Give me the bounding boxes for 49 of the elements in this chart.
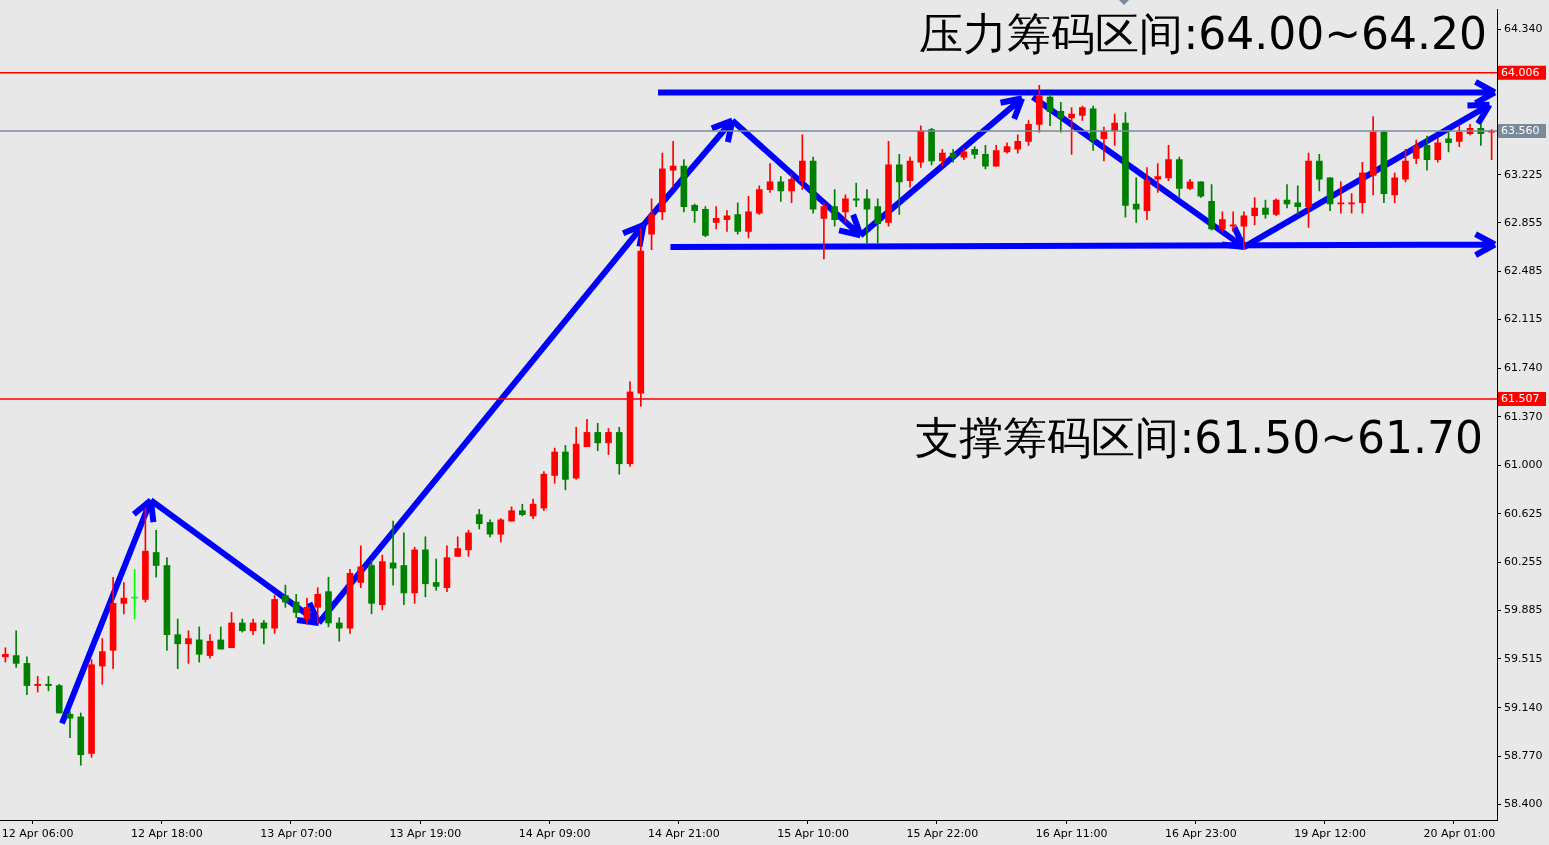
y-tick-label: 61.000 (1504, 457, 1543, 471)
candlestick (712, 206, 720, 230)
y-tick-label: 62.485 (1504, 264, 1543, 278)
annotation: 压力筹码区间:64.00~64.20 (919, 8, 1487, 59)
candlestick (174, 618, 182, 669)
x-tick-label: 12 Apr 18:00 (131, 827, 203, 841)
candlestick (432, 558, 440, 591)
x-tick-label: 19 Apr 12:00 (1294, 827, 1366, 841)
candlestick (1154, 163, 1162, 193)
ref-line-label: 61.507 (1501, 391, 1540, 405)
y-tick-label: 58.400 (1504, 797, 1543, 811)
candlestick (852, 182, 860, 207)
y-tick-label: 62.855 (1504, 215, 1543, 229)
candlestick (1229, 211, 1237, 232)
candlestick (34, 676, 42, 693)
y-tick-label: 64.340 (1504, 22, 1543, 36)
ref-line-label: 63.560 (1501, 123, 1540, 137)
y-tick-label: 58.770 (1504, 748, 1543, 762)
y-tick-label: 61.740 (1504, 361, 1543, 375)
candlestick (12, 630, 20, 668)
y-tick-label: 63.225 (1504, 167, 1543, 181)
y-tick-label: 59.885 (1504, 603, 1543, 617)
x-tick-label: 12 Apr 06:00 (1, 827, 74, 841)
x-tick-label: 14 Apr 21:00 (648, 827, 720, 841)
y-tick-label: 62.115 (1504, 312, 1543, 326)
y-tick-label: 59.515 (1504, 651, 1543, 665)
ref-line-label: 64.006 (1501, 65, 1540, 79)
candlestick (1294, 185, 1302, 215)
y-tick-label: 60.255 (1504, 555, 1543, 569)
candlestick (1132, 177, 1140, 223)
candlestick (1337, 181, 1345, 214)
x-tick-label: 16 Apr 23:00 (1164, 827, 1237, 841)
x-tick-label: 13 Apr 19:00 (389, 827, 462, 841)
y-tick-label: 61.370 (1504, 409, 1543, 423)
candlestick (863, 189, 871, 244)
x-tick-label: 20 Apr 01:00 (1423, 827, 1496, 841)
candlestick (66, 711, 74, 739)
candlestick (723, 210, 731, 232)
x-tick-label: 13 Apr 07:00 (260, 827, 333, 841)
x-tick-label: 16 Apr 11:00 (1035, 827, 1108, 841)
x-tick-label: 15 Apr 10:00 (777, 827, 849, 841)
candlestick (335, 617, 343, 642)
x-tick-label: 14 Apr 09:00 (518, 827, 591, 841)
y-tick-label: 60.625 (1504, 506, 1543, 520)
annotation: 支撑筹码区间:61.50~61.70 (915, 412, 1483, 463)
candlestick (820, 202, 828, 260)
y-tick-label: 59.140 (1504, 700, 1543, 714)
x-tick-label: 15 Apr 22:00 (906, 827, 979, 841)
candlestick (120, 582, 128, 615)
